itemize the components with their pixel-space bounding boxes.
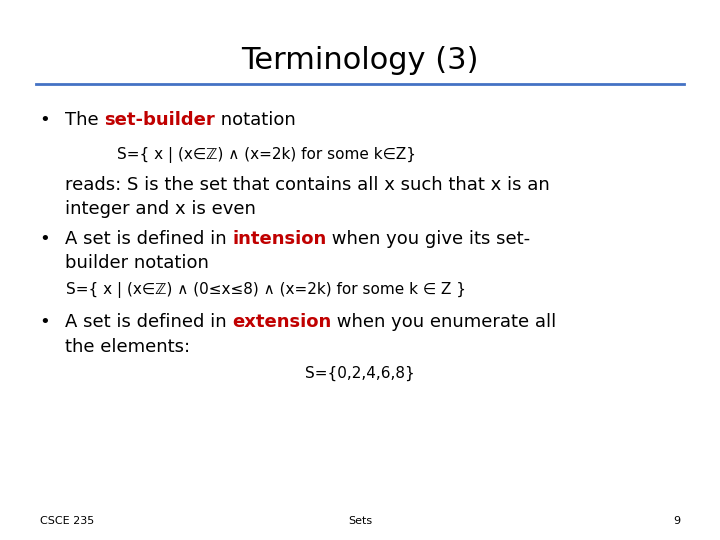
Text: S={ x | (x∈ℤ) ∧ (0≤x≤8) ∧ (x=2k) for some k ∈ Z }: S={ x | (x∈ℤ) ∧ (0≤x≤8) ∧ (x=2k) for som… [66,282,467,299]
Text: S={0,2,4,6,8}: S={0,2,4,6,8} [305,366,415,381]
Text: extension: extension [232,313,331,331]
Text: Sets: Sets [348,516,372,526]
Text: intension: intension [232,230,326,247]
Text: builder notation: builder notation [65,254,209,272]
Text: set-builder: set-builder [104,111,215,129]
Text: 9: 9 [673,516,680,526]
Text: A set is defined in: A set is defined in [65,230,232,247]
Text: Terminology (3): Terminology (3) [241,46,479,75]
Text: •: • [40,230,50,247]
Text: CSCE 235: CSCE 235 [40,516,94,526]
Text: when you enumerate all: when you enumerate all [331,313,557,331]
Text: •: • [40,313,50,331]
Text: notation: notation [215,111,296,129]
Text: The: The [65,111,104,129]
Text: when you give its set-: when you give its set- [326,230,531,247]
Text: integer and x is even: integer and x is even [65,200,256,218]
Text: •: • [40,111,50,129]
Text: S={ x | (x∈ℤ) ∧ (x=2k) for some k∈Z}: S={ x | (x∈ℤ) ∧ (x=2k) for some k∈Z} [117,147,416,163]
Text: reads: S is the set that contains all x such that x is an: reads: S is the set that contains all x … [65,176,549,193]
Text: the elements:: the elements: [65,338,190,355]
Text: A set is defined in: A set is defined in [65,313,232,331]
